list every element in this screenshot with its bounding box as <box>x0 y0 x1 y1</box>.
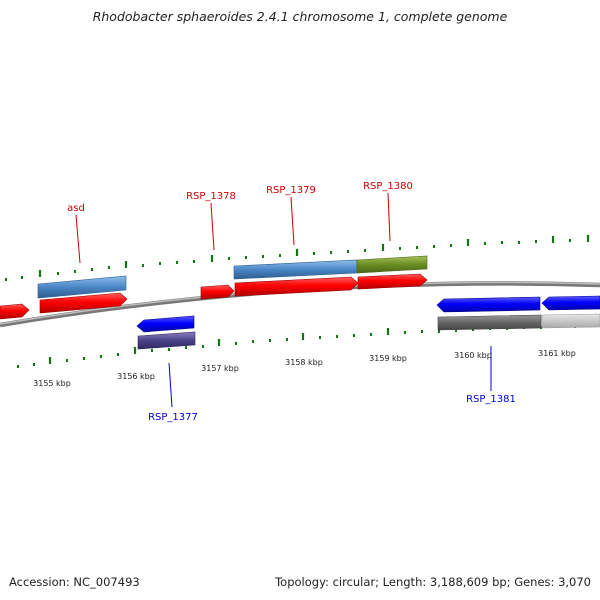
outer-tick-arc <box>5 235 590 281</box>
gene-arrow-rsp1381[interactable] <box>436 296 541 313</box>
leader-line-rsp1378 <box>210 202 215 251</box>
feature-bar-rsp1377[interactable] <box>137 331 196 350</box>
gene-label-rsp1377[interactable]: RSP_1377 <box>148 412 198 423</box>
scale-label-3161: 3161 kbp <box>538 349 576 358</box>
gene-arrow-rsp1377[interactable] <box>136 315 195 333</box>
map-title: Rhodobacter sphaeroides 2.4.1 chromosome… <box>92 9 508 24</box>
leader-line-rsp1379 <box>290 196 295 246</box>
feature-bar-rsp1379[interactable] <box>233 259 358 280</box>
gene-arrow-rsp1378[interactable] <box>200 284 235 300</box>
gene-label-asd[interactable]: asd <box>67 203 85 214</box>
accession-text: Accession: NC_007493 <box>9 575 140 589</box>
gene-label-rsp1380[interactable]: RSP_1380 <box>363 181 413 192</box>
gene-arrow-rsp1379[interactable] <box>234 276 359 297</box>
feature-bar-rsp1381[interactable] <box>437 314 542 331</box>
gene-arrow-left-edge[interactable] <box>0 303 30 320</box>
feature-bar-rsp1380[interactable] <box>356 255 428 274</box>
scale-label-3157: 3157 kbp <box>201 364 239 373</box>
gene-arrow-asd[interactable] <box>39 292 128 314</box>
scale-label-3158: 3158 kbp <box>285 358 323 367</box>
leader-line-rsp1377 <box>168 362 173 408</box>
gene-label-rsp1378[interactable]: RSP_1378 <box>186 191 236 202</box>
feature-bar-right-edge[interactable] <box>541 313 600 329</box>
scale-label-3155: 3155 kbp <box>33 379 71 388</box>
leader-line-rsp1380 <box>387 192 391 242</box>
gene-label-rsp1381[interactable]: RSP_1381 <box>466 394 516 405</box>
gene-arrow-rsp1380[interactable] <box>357 273 428 290</box>
scale-label-3160: 3160 kbp <box>454 351 492 360</box>
gene-label-rsp1379[interactable]: RSP_1379 <box>266 185 316 196</box>
feature-bar-asd[interactable] <box>37 275 127 299</box>
leader-line-asd <box>75 214 81 264</box>
scale-label-3159: 3159 kbp <box>369 354 407 363</box>
gene-arrow-right-edge[interactable] <box>541 295 600 311</box>
scale-label-3156: 3156 kbp <box>117 372 155 381</box>
topology-text: Topology: circular; Length: 3,188,609 bp… <box>275 575 591 589</box>
